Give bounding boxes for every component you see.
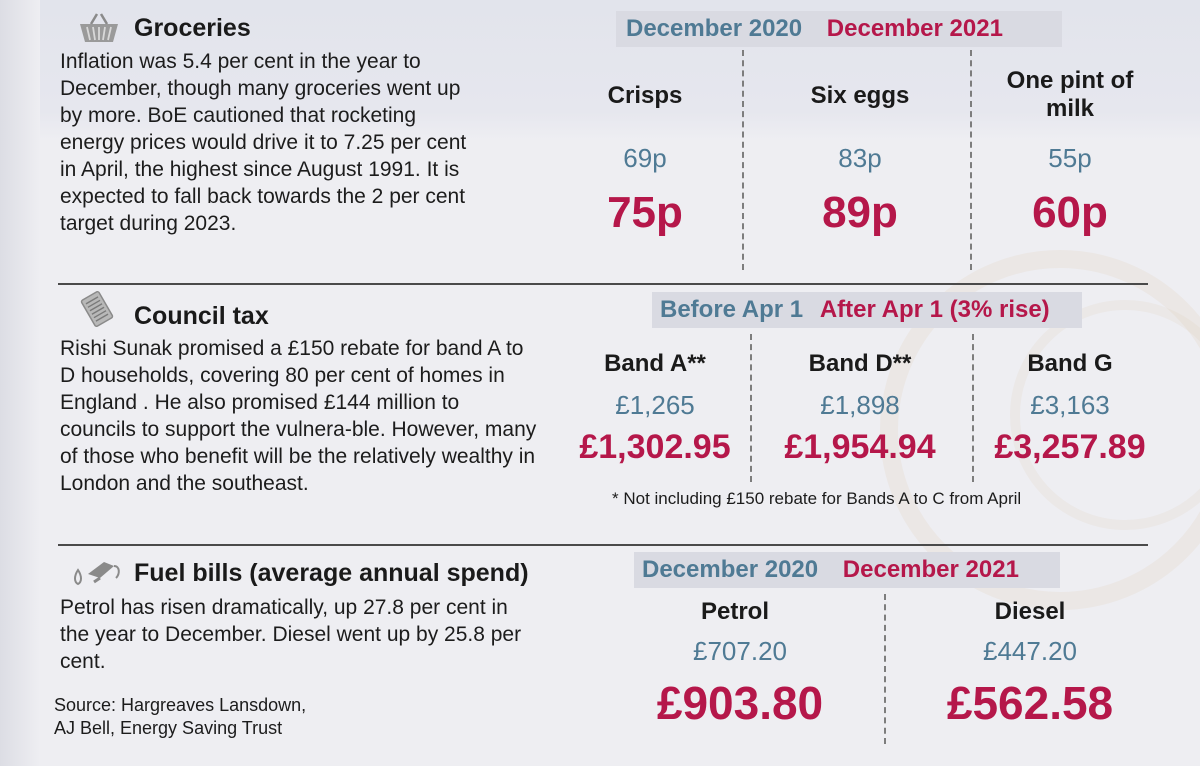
item-label-milk: One pint of milk bbox=[1006, 67, 1134, 122]
section-divider bbox=[58, 544, 1148, 546]
band-a-new-value: £1,302.95 bbox=[579, 428, 731, 466]
band-a-label: Band A** bbox=[604, 350, 706, 377]
item-old-price-six-eggs: 83p bbox=[838, 143, 882, 173]
diesel-new-value: £562.58 bbox=[946, 677, 1114, 729]
band-g-old-value: £3,163 bbox=[1030, 390, 1110, 420]
item-new-price-milk: 60p bbox=[1032, 188, 1108, 237]
item-old-price-milk: 55p bbox=[1048, 143, 1092, 173]
diesel-old-value: £447.20 bbox=[983, 636, 1077, 666]
item-old-price-crisps: 69p bbox=[623, 143, 667, 173]
period-new-label: After Apr 1 (3% rise) bbox=[819, 296, 1050, 323]
column-divider bbox=[972, 334, 974, 482]
item-label-crisps: Crisps bbox=[607, 82, 683, 109]
band-a-old-value: £1,265 bbox=[615, 390, 695, 420]
groceries-title: Groceries bbox=[134, 14, 251, 42]
source-line: AJ Bell, Energy Saving Trust bbox=[54, 718, 283, 738]
groceries-body: Inflation was 5.4 per cent in the year t… bbox=[60, 50, 467, 235]
petrol-label: Petrol bbox=[700, 598, 769, 625]
band-g-label: Band G bbox=[1027, 350, 1113, 377]
council-tax-body: Rishi Sunak promised a £150 rebate for b… bbox=[60, 337, 537, 495]
fuel-body: Petrol has risen dramatically, up 27.8 p… bbox=[60, 596, 522, 673]
column-divider bbox=[970, 50, 972, 270]
band-d-new-value: £1,954.94 bbox=[784, 428, 936, 466]
period-old-label: December 2020 bbox=[642, 556, 819, 583]
groceries-period-legend: December 2020 December 2021 bbox=[616, 11, 1062, 47]
period-new-label: December 2021 bbox=[826, 15, 1003, 42]
fuel-pump-icon bbox=[74, 562, 120, 586]
period-new-label: December 2021 bbox=[842, 556, 1019, 583]
diesel-label: Diesel bbox=[994, 598, 1066, 625]
period-old-label: Before Apr 1 bbox=[660, 296, 804, 323]
fuel-period-legend: December 2020 December 2021 bbox=[634, 552, 1060, 588]
petrol-old-value: £707.20 bbox=[693, 636, 787, 666]
source-note: Source: Hargreaves Lansdown, AJ Bell, En… bbox=[54, 694, 306, 740]
item-label-six-eggs: Six eggs bbox=[810, 82, 910, 109]
council-tax-period-legend: Before Apr 1 After Apr 1 (3% rise) bbox=[652, 292, 1082, 328]
council-tax-title: Council tax bbox=[134, 302, 269, 330]
document-stack-icon bbox=[80, 291, 114, 327]
shopping-basket-icon bbox=[80, 13, 118, 42]
period-old-label: December 2020 bbox=[626, 15, 803, 42]
fuel-title: Fuel bills (average annual spend) bbox=[134, 559, 529, 587]
column-divider bbox=[742, 50, 744, 270]
column-divider bbox=[750, 334, 752, 482]
petrol-new-value: £903.80 bbox=[656, 677, 824, 729]
item-new-price-crisps: 75p bbox=[607, 188, 683, 237]
column-divider bbox=[884, 594, 886, 744]
source-line: Source: Hargreaves Lansdown, bbox=[54, 695, 307, 715]
band-g-new-value: £3,257.89 bbox=[994, 428, 1146, 466]
item-new-price-six-eggs: 89p bbox=[822, 188, 898, 237]
left-edge-shadow bbox=[0, 0, 40, 766]
coffee-ring-decoration bbox=[1010, 300, 1200, 530]
band-d-label: Band D** bbox=[808, 350, 912, 377]
band-d-old-value: £1,898 bbox=[820, 390, 900, 420]
council-tax-footnote: * Not including £150 rebate for Bands A … bbox=[612, 489, 1022, 508]
section-divider bbox=[58, 283, 1148, 285]
